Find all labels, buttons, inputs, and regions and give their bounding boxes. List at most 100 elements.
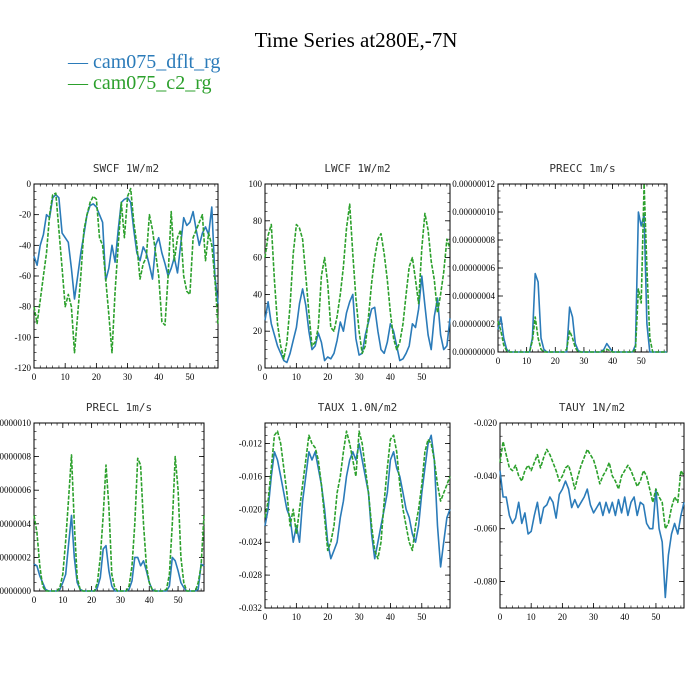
- chart-title: LWCF 1W/m2: [324, 162, 390, 175]
- y-tick-label: 0.00000000: [452, 347, 495, 357]
- x-tick-label: 0: [32, 372, 37, 382]
- y-tick-label: 0.00000012: [452, 179, 495, 189]
- x-tick-label: 10: [61, 372, 71, 382]
- x-tick-label: 30: [116, 595, 126, 605]
- series-line-dflt: [33, 193, 219, 304]
- plot-frame: [499, 422, 685, 609]
- x-tick-label: 30: [589, 612, 599, 622]
- x-tick-label: 50: [637, 356, 647, 366]
- y-tick-label: -100: [15, 332, 32, 342]
- y-tick-label: 80: [253, 216, 263, 226]
- y-tick-label: -120: [15, 363, 32, 373]
- y-tick-label: -0.016: [239, 471, 263, 481]
- legend-entry-c2: — cam075_c2_rg: [68, 72, 212, 94]
- x-tick-label: 20: [558, 612, 568, 622]
- x-tick-label: 50: [174, 595, 184, 605]
- x-tick-label: 10: [292, 372, 302, 382]
- y-tick-label: 0.00000008: [452, 235, 495, 245]
- y-tick-label: -80: [19, 302, 31, 312]
- x-tick-label: 20: [92, 372, 102, 382]
- y-tick-label: 0.00000008: [0, 452, 32, 462]
- x-tick-label: 10: [58, 595, 68, 605]
- chart-title: PRECC 1m/s: [549, 162, 615, 175]
- y-tick-label: -0.012: [239, 439, 262, 449]
- y-tick-label: 20: [253, 326, 263, 336]
- y-tick-label: 0: [27, 179, 32, 189]
- chart-panel-3: PRECL 1m/s 0 10 20 30 40 50 0.00000000 0.0000000…: [0, 401, 205, 605]
- y-tick-label: -0.020: [474, 418, 498, 428]
- x-tick-label: 50: [651, 612, 661, 622]
- y-tick-label: 100: [249, 179, 263, 189]
- x-tick-label: 40: [145, 595, 155, 605]
- x-tick-label: 10: [292, 612, 302, 622]
- x-tick-label: 20: [551, 356, 561, 366]
- plot-frame: [33, 422, 205, 592]
- y-tick-label: 0.00000004: [452, 291, 495, 301]
- chart-panel-1: LWCF 1W/m2 0 10 20 30 40 50 0 20 40 60 80 100: [249, 162, 451, 382]
- y-tick-label: 0.00000002: [0, 552, 31, 562]
- x-tick-label: 10: [522, 356, 532, 366]
- y-tick-label: -20: [19, 210, 31, 220]
- series-line-c2: [264, 430, 451, 560]
- series-line-c2: [33, 187, 219, 354]
- x-tick-label: 30: [355, 372, 365, 382]
- y-tick-label: 0.00000006: [0, 485, 32, 495]
- chart-title: TAUY 1N/m2: [559, 401, 625, 414]
- series-line-c2: [499, 440, 685, 530]
- chart-panel-4: TAUX 1.0N/m2 0 10 20 30 40 50 -0.012 -0.016 -0.02…: [239, 401, 451, 622]
- y-tick-label: -0.024: [239, 537, 263, 547]
- y-tick-label: 0.00000000: [0, 586, 32, 596]
- x-tick-label: 30: [123, 372, 133, 382]
- y-tick-label: -0.020: [239, 504, 263, 514]
- y-tick-label: -40: [19, 240, 31, 250]
- y-tick-label: -0.060: [474, 524, 498, 534]
- y-tick-label: -0.080: [474, 577, 498, 587]
- y-tick-label: 0: [258, 363, 263, 373]
- y-tick-label: 0.00000006: [452, 263, 495, 273]
- x-tick-label: 40: [386, 612, 396, 622]
- x-tick-label: 40: [154, 372, 164, 382]
- y-tick-label: 0.00000010: [452, 207, 495, 217]
- y-tick-label: 0.00000004: [0, 519, 32, 529]
- x-tick-label: 10: [527, 612, 537, 622]
- x-tick-label: 0: [263, 372, 268, 382]
- x-tick-label: 0: [498, 612, 503, 622]
- chart-panel-2: PRECC 1m/s 0 10 20 30 40 50 0.00000000 0.0000000…: [452, 162, 668, 366]
- y-tick-label: 60: [253, 253, 263, 263]
- chart-panel-5: TAUY 1N/m2 0 10 20 30 40 50 -0.020 -0.040 -0.060 -…: [474, 401, 685, 622]
- x-tick-label: 20: [87, 595, 97, 605]
- y-tick-label: 40: [253, 289, 263, 299]
- x-tick-label: 40: [608, 356, 618, 366]
- x-tick-label: 30: [579, 356, 589, 366]
- y-tick-label: -60: [19, 271, 31, 281]
- series-line-dflt: [33, 514, 205, 592]
- chart-title: PRECL 1m/s: [86, 401, 152, 414]
- series-line-dflt: [499, 470, 685, 599]
- series-line-c2: [497, 183, 667, 353]
- x-tick-label: 20: [323, 612, 333, 622]
- x-tick-label: 50: [417, 612, 427, 622]
- y-tick-label: 0.00000002: [452, 319, 495, 329]
- x-tick-label: 30: [355, 612, 365, 622]
- chart-panel-0: SWCF 1W/m2 0 10 20 30 40 50 0 -20 -40 -60 -80 -100 -1…: [15, 162, 219, 382]
- x-tick-label: 40: [620, 612, 630, 622]
- x-tick-label: 50: [417, 372, 427, 382]
- page-title: Time Series at280E,-7N: [254, 28, 458, 52]
- series-line-c2: [264, 203, 451, 360]
- x-tick-label: 0: [32, 595, 37, 605]
- y-tick-label: -0.032: [239, 603, 262, 613]
- y-tick-label: -0.040: [474, 471, 498, 481]
- x-tick-label: 0: [263, 612, 268, 622]
- chart-title: SWCF 1W/m2: [93, 162, 159, 175]
- y-tick-label: 0.00000010: [0, 418, 32, 428]
- y-tick-label: -0.028: [239, 570, 263, 580]
- x-tick-label: 0: [496, 356, 501, 366]
- chart-title: TAUX 1.0N/m2: [318, 401, 397, 414]
- series-line-c2: [33, 454, 205, 592]
- series-line-dflt: [264, 275, 451, 364]
- x-tick-label: 40: [386, 372, 396, 382]
- x-tick-label: 20: [323, 372, 333, 382]
- x-tick-label: 50: [185, 372, 195, 382]
- legend-entry-dflt: — cam075_dflt_rg: [68, 51, 221, 73]
